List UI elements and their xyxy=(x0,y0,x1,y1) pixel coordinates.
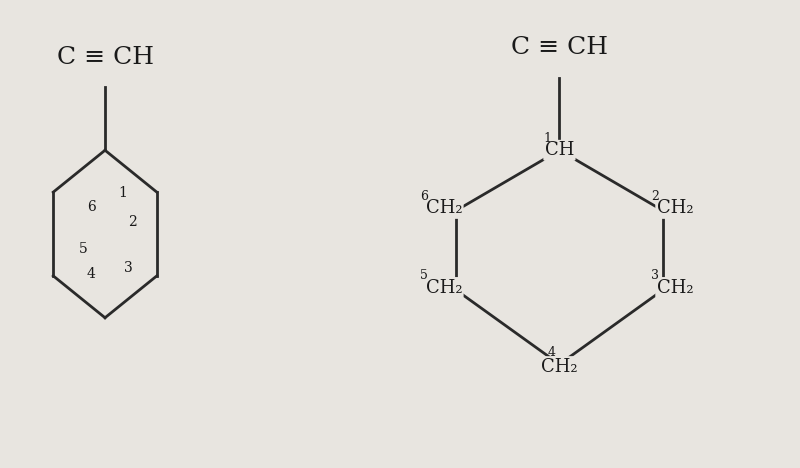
Text: 5: 5 xyxy=(420,270,428,282)
Text: CH₂: CH₂ xyxy=(657,199,694,218)
Text: 3: 3 xyxy=(124,262,133,276)
Text: 4: 4 xyxy=(86,267,95,281)
Text: 5: 5 xyxy=(79,242,88,256)
Text: C ≡ CH: C ≡ CH xyxy=(57,46,154,69)
Text: 2: 2 xyxy=(651,190,659,203)
Text: CH₂: CH₂ xyxy=(426,278,462,297)
Text: 3: 3 xyxy=(651,270,659,282)
Text: 2: 2 xyxy=(128,215,137,229)
Text: 6: 6 xyxy=(420,190,428,203)
Text: CH₂: CH₂ xyxy=(657,278,694,297)
Text: 1: 1 xyxy=(118,186,127,200)
Text: CH₂: CH₂ xyxy=(426,199,462,218)
Text: CH: CH xyxy=(545,141,574,159)
Text: C ≡ CH: C ≡ CH xyxy=(511,37,608,59)
Text: 1: 1 xyxy=(543,132,551,145)
Text: CH₂: CH₂ xyxy=(541,358,578,376)
Text: 6: 6 xyxy=(87,199,96,213)
Text: 4: 4 xyxy=(547,346,555,359)
